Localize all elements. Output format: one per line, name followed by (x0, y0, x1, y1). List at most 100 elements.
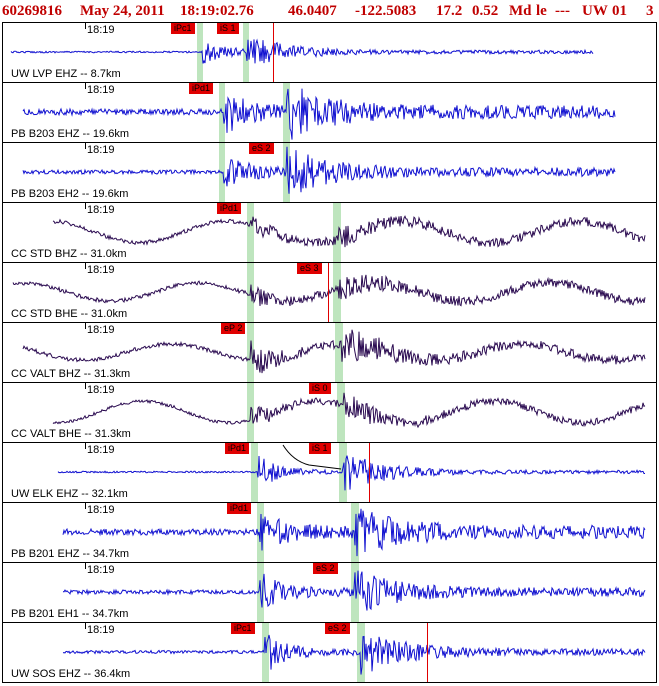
time-tick (85, 143, 86, 149)
event-date: May 24, 2011 (80, 3, 165, 19)
station-label: UW LVP EHZ -- 8.7km (11, 68, 121, 80)
waveform-trace (22, 146, 616, 194)
time-label: 18:19 (87, 324, 115, 336)
event-network: UW (582, 3, 608, 19)
time-label: 18:19 (87, 264, 115, 276)
station-label: UW ELK EHZ -- 32.1km (11, 488, 128, 500)
pick-label[interactable]: iPd1 (217, 203, 242, 214)
time-label: 18:19 (87, 504, 115, 516)
waveform-trace (12, 274, 646, 307)
time-label: 18:19 (87, 624, 115, 636)
time-tick (85, 23, 86, 29)
trace-panel[interactable]: iPd1 18:19 PB B203 EHZ -- 19.6km (2, 82, 657, 143)
time-label: 18:19 (87, 564, 115, 576)
waveform-trace (62, 634, 646, 675)
pick-label[interactable]: eP 2 (221, 323, 246, 334)
station-label: CC VALT BHZ -- 31.3km (11, 368, 131, 380)
seismogram-panels: iPc1 iS 1 18:19 UW LVP EHZ -- 8.7km iPd1… (2, 22, 657, 686)
event-loc-code: le (536, 3, 547, 19)
station-label: UW SOS EHZ -- 36.4km (11, 668, 131, 680)
time-tick (85, 443, 86, 449)
waveform-trace (52, 392, 646, 429)
s-window-highlight (351, 563, 359, 622)
pick-label[interactable]: iPd1 (225, 443, 250, 454)
time-tick (85, 503, 86, 509)
event-version: 01 (612, 3, 627, 19)
s-window-highlight (283, 83, 290, 142)
trace-panel[interactable]: iPc1 eS 2 18:19 UW SOS EHZ -- 36.4km (2, 622, 657, 683)
time-tick (85, 323, 86, 329)
time-label: 18:19 (87, 144, 115, 156)
pick-marker-line (369, 443, 370, 502)
s-window-highlight (339, 443, 347, 502)
event-mag-type: Md (509, 3, 532, 19)
time-tick (85, 203, 86, 209)
pick-label[interactable]: iS 1 (217, 23, 239, 34)
waveform-trace (22, 88, 616, 140)
station-label: PB B201 EH1 -- 34.7km (11, 608, 129, 620)
pick-label[interactable]: iS 1 (309, 443, 331, 454)
s-window-highlight (283, 143, 290, 202)
event-extra: 3 (646, 3, 654, 19)
trace-panel[interactable]: iS 0 18:19 CC VALT BHE -- 31.3km (2, 382, 657, 443)
trace-panel[interactable]: iPd1 18:19 PB B201 EHZ -- 34.7km (2, 502, 657, 563)
pick-marker-line (273, 23, 274, 82)
pick-marker-line (328, 263, 329, 322)
event-lon: -122.5083 (355, 3, 417, 19)
waveform-trace (22, 329, 646, 374)
time-label: 18:19 (87, 24, 115, 36)
pick-label[interactable]: iS 0 (309, 383, 331, 394)
station-label: PB B203 EHZ -- 19.6km (11, 128, 129, 140)
p-window-highlight (197, 23, 203, 82)
time-label: 18:19 (87, 204, 115, 216)
pick-label[interactable]: iPc1 (231, 623, 255, 634)
time-tick (85, 83, 86, 89)
trace-panel[interactable]: eS 2 18:19 PB B203 EH2 -- 19.6km (2, 142, 657, 203)
pick-marker-line (427, 623, 428, 682)
trace-panel[interactable]: iPc1 iS 1 18:19 UW LVP EHZ -- 8.7km (2, 22, 657, 83)
event-lat: 46.0407 (288, 3, 337, 19)
event-depth: 17.2 (436, 3, 463, 19)
s-window-highlight (357, 623, 365, 682)
station-label: CC STD BHE -- 31.0km (11, 308, 128, 320)
decay-curve (282, 444, 342, 470)
event-magnitude: 0.52 (472, 3, 499, 19)
station-label: CC VALT BHE -- 31.3km (11, 428, 131, 440)
waveform-trace (57, 444, 645, 491)
station-label: PB B201 EHZ -- 34.7km (11, 548, 129, 560)
time-tick (85, 563, 86, 569)
event-time: 18:19:02.76 (180, 3, 254, 19)
waveform-trace (52, 215, 646, 248)
pick-label[interactable]: iPd1 (189, 83, 214, 94)
pick-label[interactable]: eS 2 (249, 143, 274, 154)
pick-label[interactable]: eS 2 (325, 623, 350, 634)
trace-panel[interactable]: iPd1 18:19 CC STD BHZ -- 31.0km (2, 202, 657, 263)
waveform-trace (62, 570, 646, 611)
station-label: CC STD BHZ -- 31.0km (11, 248, 127, 260)
trace-panel[interactable]: eS 3 18:19 CC STD BHE -- 31.0km (2, 262, 657, 323)
time-label: 18:19 (87, 384, 115, 396)
s-window-highlight (335, 323, 343, 382)
event-id: 60269816 (2, 3, 62, 19)
time-tick (85, 263, 86, 269)
event-header: 60269816 May 24, 2011 18:19:02.76 46.040… (0, 0, 659, 22)
s-window-highlight (337, 383, 345, 442)
trace-panel[interactable]: eS 2 18:19 PB B201 EH1 -- 34.7km (2, 562, 657, 623)
waveform-trace (62, 508, 646, 557)
p-window-highlight (247, 203, 254, 262)
pick-label[interactable]: eS 3 (297, 263, 322, 274)
station-label: PB B203 EH2 -- 19.6km (11, 188, 129, 200)
waveform-trace (10, 38, 594, 64)
time-label: 18:19 (87, 84, 115, 96)
pick-label[interactable]: iPc1 (171, 23, 195, 34)
time-tick (85, 383, 86, 389)
pick-label[interactable]: iPd1 (227, 503, 252, 514)
trace-panel[interactable]: iPd1 iS 1 18:19 UW ELK EHZ -- 32.1km (2, 442, 657, 503)
s-window-highlight (333, 203, 341, 262)
s-window-highlight (333, 263, 341, 322)
time-tick (85, 623, 86, 629)
time-label: 18:19 (87, 444, 115, 456)
event-dashes: --- (555, 3, 570, 19)
trace-panel[interactable]: eP 2 18:19 CC VALT BHZ -- 31.3km (2, 322, 657, 383)
pick-label[interactable]: eS 2 (313, 563, 338, 574)
